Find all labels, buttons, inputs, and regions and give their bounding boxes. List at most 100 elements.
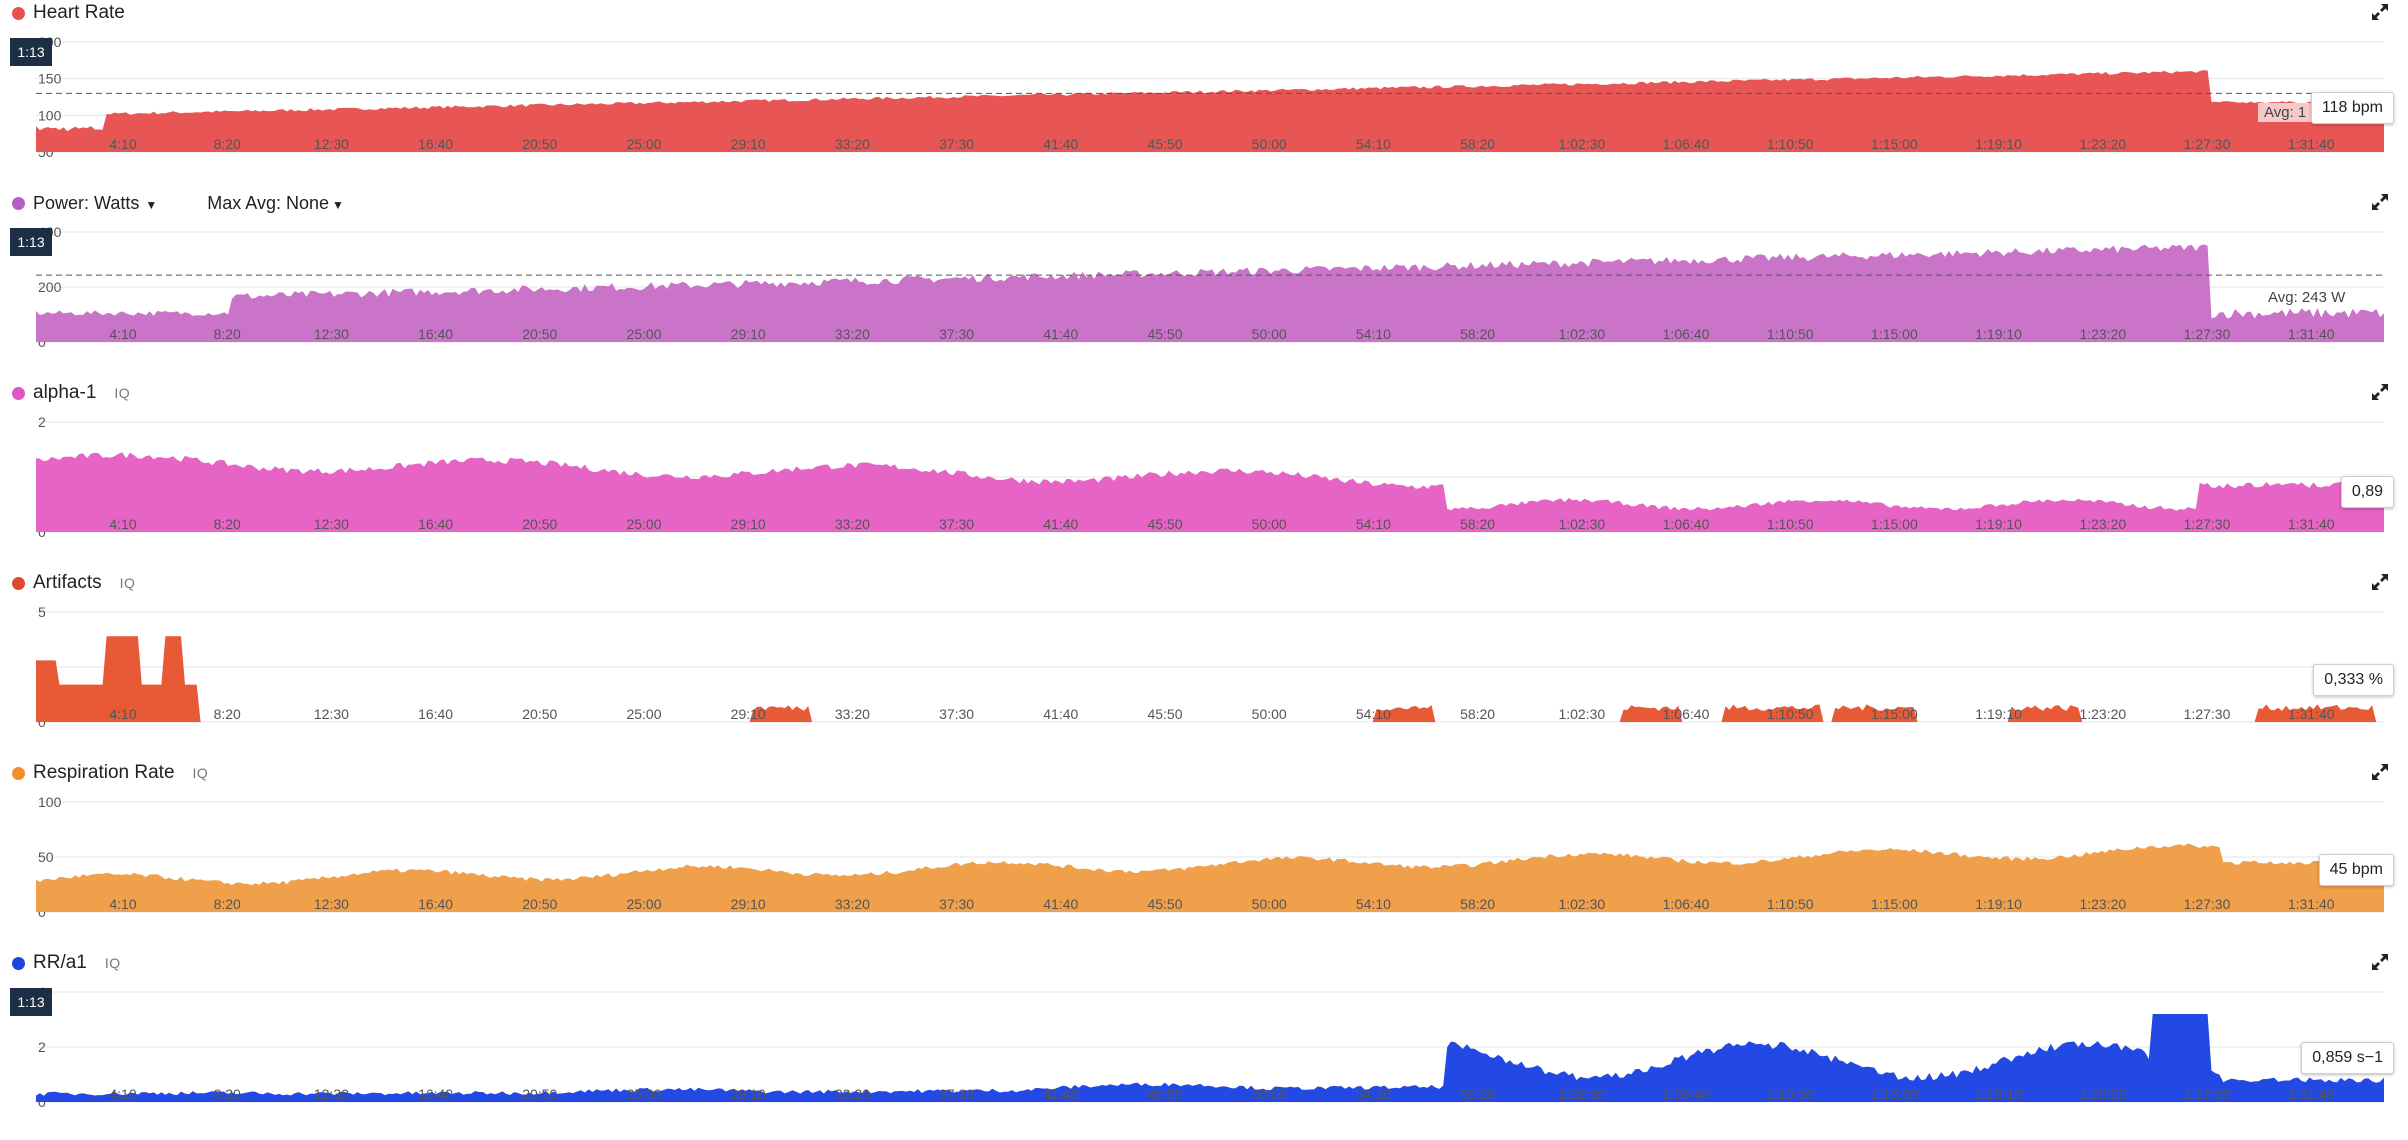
- x-tick-label: 8:20: [214, 706, 241, 722]
- x-tick-label: 41:40: [1043, 1086, 1078, 1102]
- x-tick-label: 41:40: [1043, 896, 1078, 912]
- respiration-legend-dot[interactable]: [12, 766, 25, 780]
- x-tick-label: 20:50: [522, 326, 557, 342]
- x-tick-label: 29:10: [731, 1086, 766, 1102]
- iq-badge[interactable]: IQ: [114, 385, 131, 401]
- x-tick-label: 1:06:40: [1663, 136, 1710, 152]
- x-tick-label: 58:20: [1460, 326, 1495, 342]
- respiration-header: Respiration Rate IQ: [12, 760, 208, 786]
- artifacts-header: Artifacts IQ: [12, 570, 135, 596]
- alpha1-legend-dot[interactable]: [12, 386, 25, 400]
- x-tick-label: 45:50: [1147, 896, 1182, 912]
- chevron-down-icon: ▼: [145, 197, 158, 212]
- x-tick-label: 50:00: [1252, 136, 1287, 152]
- x-tick-label: 1:02:30: [1558, 516, 1605, 532]
- x-tick-label: 25:00: [626, 516, 661, 532]
- x-tick-label: 54:10: [1356, 326, 1391, 342]
- x-tick-label: 1:31:40: [2288, 326, 2335, 342]
- x-tick-label: 33:20: [835, 136, 870, 152]
- x-tick-label: 20:50: [522, 896, 557, 912]
- expand-icon[interactable]: [2370, 192, 2390, 212]
- x-tick-label: 54:10: [1356, 1086, 1391, 1102]
- x-tick-label: 16:40: [418, 136, 453, 152]
- rr-a1-series-area: [36, 1014, 2384, 1102]
- power-series-area: [36, 244, 2384, 342]
- iq-badge[interactable]: IQ: [119, 575, 136, 591]
- y-tick-label: 2: [38, 414, 46, 430]
- x-tick-label: 58:20: [1460, 136, 1495, 152]
- x-tick-label: 12:30: [314, 326, 349, 342]
- x-tick-label: 41:40: [1043, 516, 1078, 532]
- x-tick-label: 1:10:50: [1767, 136, 1814, 152]
- x-tick-label: 1:02:30: [1558, 326, 1605, 342]
- x-tick-label: 33:20: [835, 516, 870, 532]
- power-legend-dot[interactable]: [12, 196, 25, 210]
- x-tick-label: 1:27:30: [2184, 706, 2231, 722]
- respiration-chart[interactable]: 1005004:108:2012:3016:4020:5025:0029:103…: [0, 790, 2408, 920]
- x-tick-label: 41:40: [1043, 136, 1078, 152]
- rr-a1-legend-dot[interactable]: [12, 956, 25, 970]
- x-tick-label: 1:31:40: [2288, 516, 2335, 532]
- respiration-title: Respiration Rate: [33, 762, 175, 783]
- rr-a1-title: RR/a1: [33, 952, 87, 973]
- expand-icon[interactable]: [2370, 952, 2390, 972]
- y-tick-label: 50: [38, 849, 54, 865]
- heart-rate-legend-dot[interactable]: [12, 6, 25, 20]
- x-tick-label: 12:30: [314, 1086, 349, 1102]
- time-cursor-badge: 1:13: [10, 988, 52, 1016]
- alpha1-header: alpha-1 IQ: [12, 380, 130, 406]
- x-tick-label: 1:10:50: [1767, 706, 1814, 722]
- x-tick-label: 1:23:20: [2079, 136, 2126, 152]
- x-tick-label: 1:19:10: [1975, 136, 2022, 152]
- x-tick-label: 1:23:20: [2079, 326, 2126, 342]
- x-tick-label: 29:10: [731, 516, 766, 532]
- max-avg-label: Max Avg: None: [207, 192, 329, 213]
- max-avg-dropdown[interactable]: Max Avg: None ▼: [207, 193, 344, 214]
- x-tick-label: 58:20: [1460, 706, 1495, 722]
- x-tick-label: 1:27:30: [2184, 1086, 2231, 1102]
- power-metric-dropdown[interactable]: Power: Watts ▼: [33, 193, 157, 214]
- x-tick-label: 54:10: [1356, 896, 1391, 912]
- value-tooltip: 118 bpm: [2310, 92, 2394, 124]
- x-tick-label: 1:10:50: [1767, 896, 1814, 912]
- x-tick-label: 33:20: [835, 1086, 870, 1102]
- artifacts-series-area: [36, 636, 2384, 722]
- artifacts-legend-dot[interactable]: [12, 576, 25, 590]
- average-label: Avg: 243 W: [2262, 288, 2352, 307]
- x-tick-label: 12:30: [314, 706, 349, 722]
- x-tick-label: 1:27:30: [2184, 896, 2231, 912]
- x-tick-label: 4:10: [109, 326, 136, 342]
- x-tick-label: 4:10: [109, 516, 136, 532]
- heart-rate-chart[interactable]: 200150100504:108:2012:3016:4020:5025:002…: [0, 30, 2408, 160]
- artifacts-chart[interactable]: 52,504:108:2012:3016:4020:5025:0029:1033…: [0, 600, 2408, 730]
- expand-icon[interactable]: [2370, 2, 2390, 22]
- x-tick-label: 16:40: [418, 1086, 453, 1102]
- iq-badge[interactable]: IQ: [104, 955, 121, 971]
- x-tick-label: 58:20: [1460, 896, 1495, 912]
- x-tick-label: 45:50: [1147, 516, 1182, 532]
- x-tick-label: 1:23:20: [2079, 516, 2126, 532]
- heart-rate-panel: Heart Rate 200150100504:108:2012:3016:402…: [0, 0, 2408, 190]
- x-tick-label: 1:15:00: [1871, 136, 1918, 152]
- x-tick-label: 8:20: [214, 136, 241, 152]
- x-tick-label: 33:20: [835, 326, 870, 342]
- x-tick-label: 25:00: [626, 136, 661, 152]
- expand-icon[interactable]: [2370, 572, 2390, 592]
- alpha1-series-area: [36, 452, 2384, 532]
- heart-rate-title: Heart Rate: [33, 2, 125, 23]
- x-tick-label: 50:00: [1252, 516, 1287, 532]
- chevron-down-icon: ▼: [332, 197, 344, 212]
- rr-a1-header: RR/a1 IQ: [12, 950, 121, 976]
- power-chart[interactable]: 40020004:108:2012:3016:4020:5025:0029:10…: [0, 220, 2408, 350]
- expand-icon[interactable]: [2370, 382, 2390, 402]
- alpha1-chart[interactable]: 2104:108:2012:3016:4020:5025:0029:1033:2…: [0, 410, 2408, 540]
- expand-icon[interactable]: [2370, 762, 2390, 782]
- iq-badge[interactable]: IQ: [192, 765, 209, 781]
- rr-a1-chart[interactable]: 4204:108:2012:3016:4020:5025:0029:1033:2…: [0, 980, 2408, 1110]
- x-tick-label: 50:00: [1252, 1086, 1287, 1102]
- x-tick-label: 37:30: [939, 136, 974, 152]
- x-tick-label: 1:15:00: [1871, 1086, 1918, 1102]
- time-cursor-badge: 1:13: [10, 38, 52, 66]
- power-metric-label: Power: Watts: [33, 192, 140, 213]
- x-tick-label: 29:10: [731, 706, 766, 722]
